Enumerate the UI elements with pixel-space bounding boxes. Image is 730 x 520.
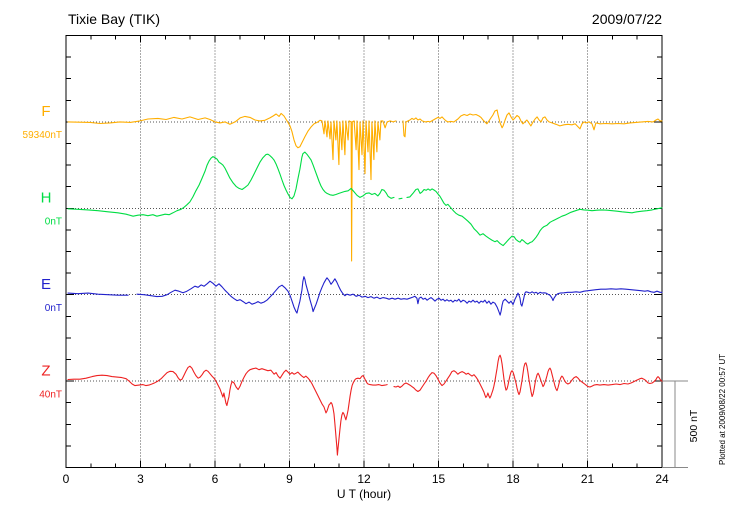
trace-h — [406, 188, 663, 247]
trace-h — [398, 197, 403, 200]
trace-f — [67, 112, 397, 262]
grid-layer — [66, 35, 662, 468]
traces-layer — [67, 109, 663, 456]
x-tick-label: 21 — [581, 472, 595, 486]
channel-baseline-value-z: 40nT — [39, 390, 62, 401]
x-tick-label: 9 — [286, 472, 293, 486]
axes-layer — [65, 35, 688, 468]
x-tick-label: 12 — [357, 472, 371, 486]
trace-z — [393, 354, 663, 399]
chart-date: 2009/07/22 — [592, 11, 662, 27]
channel-baseline-value-h: 0nT — [45, 217, 62, 228]
scale-bar-label: 500 nT — [688, 409, 700, 442]
trace-z — [67, 365, 388, 456]
x-tick-label: 18 — [506, 472, 520, 486]
x-tick-label: 15 — [432, 472, 446, 486]
x-tick-label: 6 — [212, 472, 219, 486]
x-tick-label: 0 — [63, 472, 70, 486]
channel-label-h: H — [41, 190, 52, 207]
trace-h — [67, 151, 395, 217]
plot-timestamp: Plotted at 2009/08/22 00:57 UT — [718, 354, 727, 465]
channel-baseline-value-f: 59340nT — [23, 130, 62, 141]
channel-baseline-value-e: 0nT — [45, 303, 62, 314]
channel-label-e: E — [41, 276, 51, 293]
trace-e — [136, 276, 663, 316]
trace-f — [402, 109, 663, 138]
channel-label-f: F — [41, 103, 50, 120]
x-tick-label: 3 — [137, 472, 144, 486]
channel-label-z: Z — [41, 363, 50, 380]
x-tick-labels: 0 3 6 9 12 15 18 21 24 — [63, 472, 669, 486]
x-tick-label: 24 — [655, 472, 669, 486]
trace-e — [67, 292, 129, 296]
chart-title: Tixie Bay (TIK) — [68, 11, 160, 27]
x-axis-title: U T (hour) — [337, 487, 391, 501]
